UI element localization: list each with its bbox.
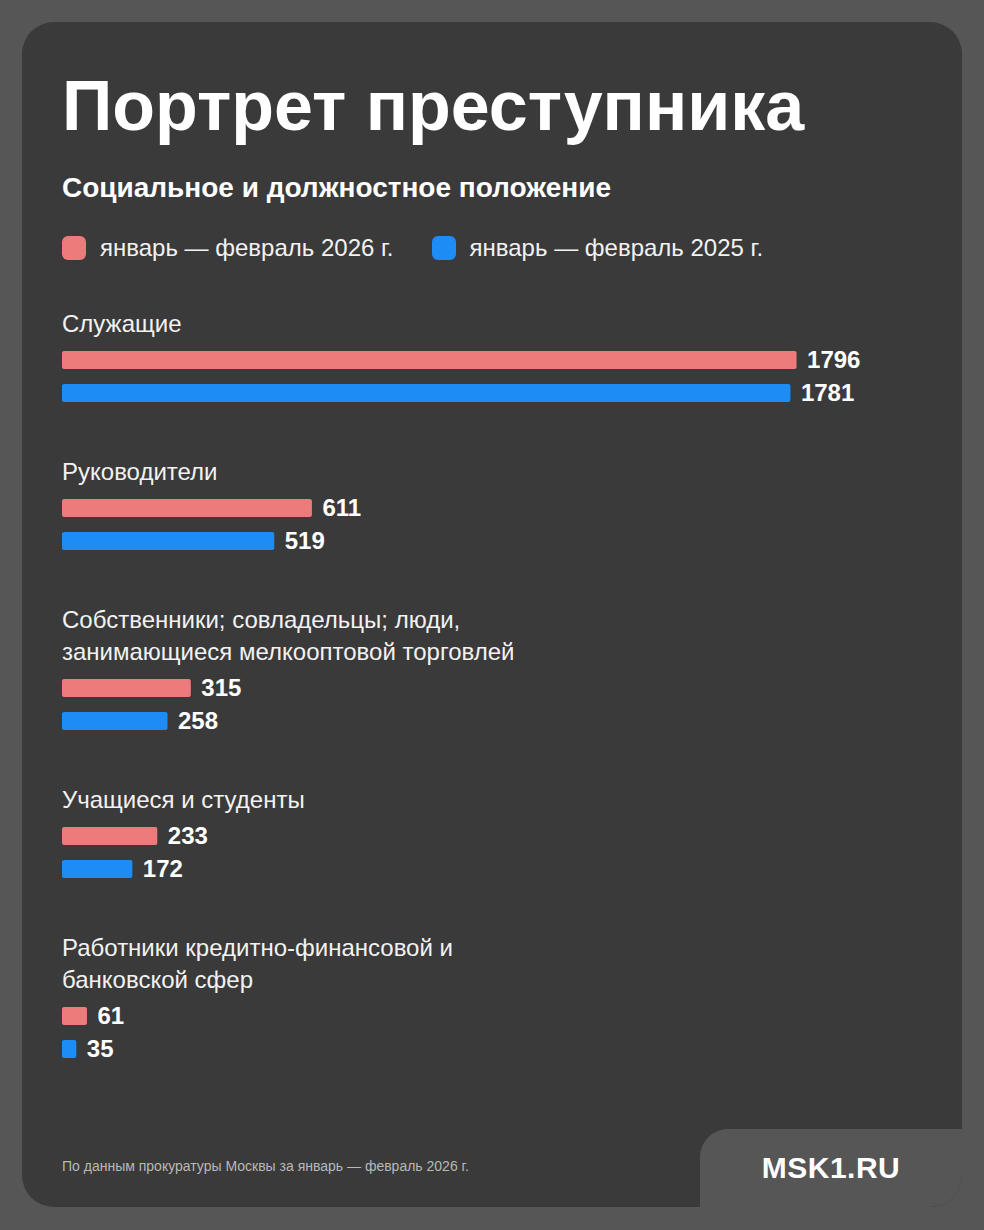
html-text:Руководители: Руководители [62,458,218,485]
html-text:Работники кредитно-финансовой: Работники кредитно-финансовой и банковск… [62,934,453,993]
svg-text:35: 35 [87,1035,114,1062]
html-text:январь — февраль 2025 г.: январь — февраль 2025 г. [469,234,764,261]
svg-text:233: 233 [168,822,208,849]
html-text:Учащиеся и студенты: Учащиеся и студенты [62,786,305,813]
svg-text:519: 519 [285,527,325,554]
html-text:По данным прокуратуры Москвы з: По данным прокуратуры Москвы за январь —… [62,1158,469,1174]
svg-text:172: 172 [143,855,183,882]
svg-text:611: 611 [322,494,361,521]
html-text:MSK1.RU: MSK1.RU [761,1151,901,1184]
svg-text:1796: 1796 [807,346,860,373]
html-text:Служащие: Служащие [62,310,182,337]
html-text:Собственники; совладельцы; люд: Собственники; совладельцы; люди, занимаю… [62,606,515,665]
svg-text:315: 315 [201,674,241,701]
html-text:январь — февраль 2026 г.: январь — февраль 2026 г. [100,234,394,261]
svg-text:1781: 1781 [801,379,854,406]
html-text:Портрет преступника: Портрет преступника [62,67,805,145]
html-text:Социальное и должностное полож: Социальное и должностное положение [62,172,611,203]
svg-text:258: 258 [178,707,218,734]
svg-text:61: 61 [97,1002,124,1029]
